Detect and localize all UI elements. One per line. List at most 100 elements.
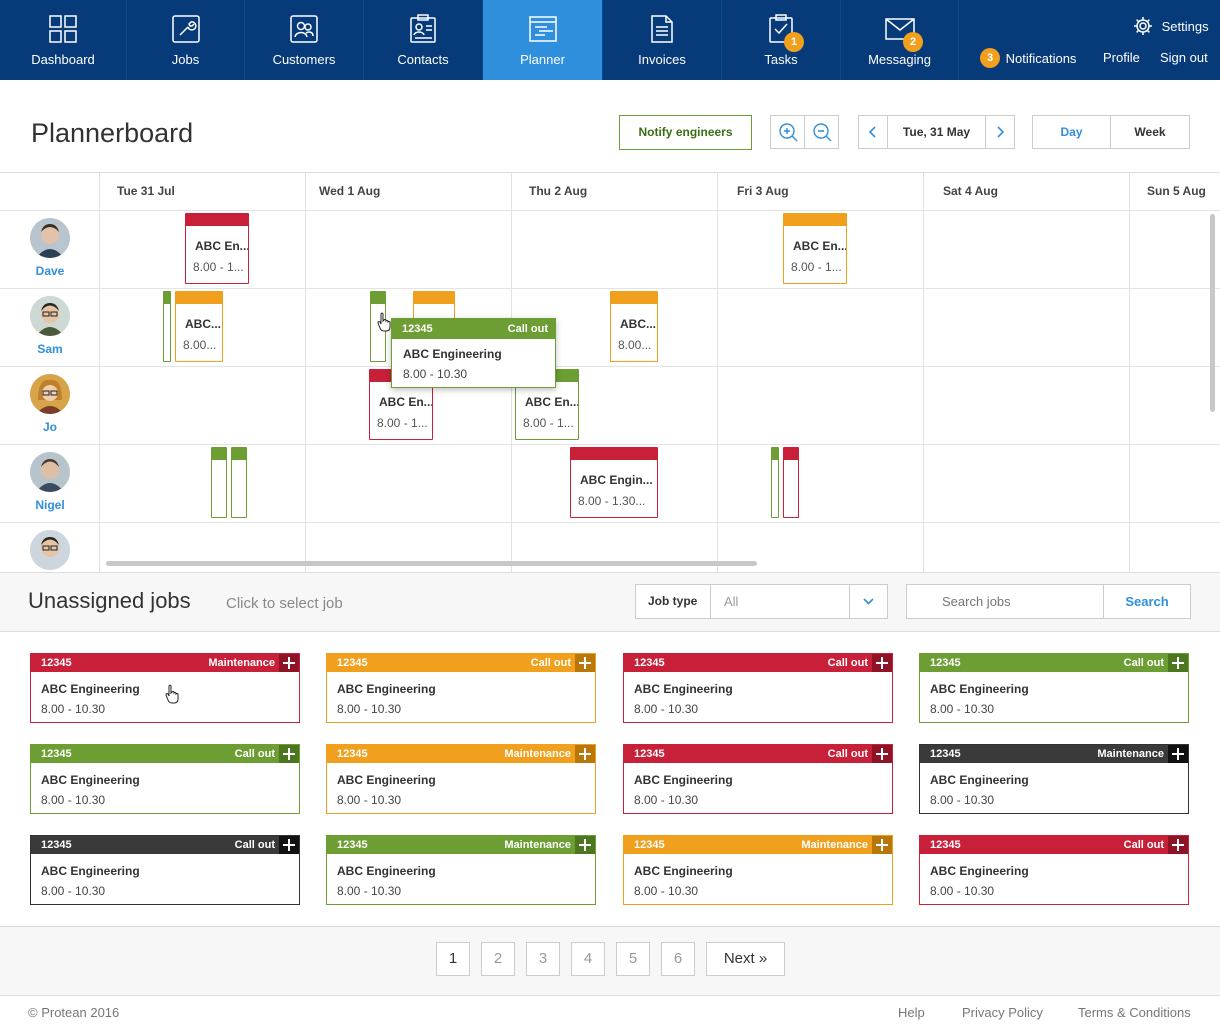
engineer-name[interactable]: Dave: [35, 264, 65, 278]
help-link[interactable]: Help: [898, 1005, 925, 1020]
job-number: 12345: [930, 657, 961, 669]
job-time: 8.00 - 10.30: [41, 702, 106, 716]
terms-link[interactable]: Terms & Conditions: [1078, 1005, 1191, 1020]
planner-job[interactable]: ABC En... 8.00 - 1...: [185, 213, 249, 284]
add-icon[interactable]: [1168, 836, 1188, 854]
add-icon[interactable]: [872, 654, 892, 672]
planner-job[interactable]: [163, 291, 171, 362]
job-card[interactable]: 12345 Call out ABC Engineering 8.00 - 10.30: [623, 744, 893, 814]
popup-number: 12345: [402, 323, 433, 335]
grid-line: [0, 522, 1220, 523]
add-icon[interactable]: [1168, 745, 1188, 763]
next-page-button[interactable]: Next »: [706, 942, 785, 976]
engineer-name[interactable]: Nigel: [35, 498, 65, 512]
day-header: Sun 5 Aug: [1147, 184, 1206, 198]
search-button[interactable]: Search: [1103, 584, 1191, 619]
popup-time: 8.00 - 10.30: [403, 367, 468, 381]
job-type: Maintenance: [1097, 748, 1164, 760]
page-6-button[interactable]: 6: [661, 942, 695, 976]
job-card-header: 12345 Maintenance: [920, 745, 1188, 763]
day-header: Thu 2 Aug: [529, 184, 588, 198]
page-2-button[interactable]: 2: [481, 942, 515, 976]
nav-label: Invoices: [638, 52, 686, 67]
planner-job[interactable]: [211, 447, 227, 518]
horizontal-scrollbar[interactable]: [106, 561, 757, 566]
privacy-link[interactable]: Privacy Policy: [962, 1005, 1043, 1020]
page-5-button[interactable]: 5: [616, 942, 650, 976]
job-type: Call out: [234, 748, 275, 760]
add-icon[interactable]: [279, 745, 299, 763]
day-view-button[interactable]: Day: [1032, 115, 1111, 149]
add-icon[interactable]: [279, 836, 299, 854]
nav-customers[interactable]: Customers: [245, 0, 364, 80]
nav-label: Jobs: [171, 52, 200, 67]
popup-header: 12345 Call out: [392, 319, 555, 339]
page-1-button[interactable]: 1: [436, 942, 470, 976]
nav-tasks[interactable]: 1 Tasks: [722, 0, 841, 80]
job-card-header: 12345 Call out: [31, 745, 299, 763]
job-card[interactable]: 12345 Maintenance ABC Engineering 8.00 - 10…: [326, 835, 596, 905]
job-number: 12345: [634, 839, 665, 851]
job-title: ABC En...: [195, 239, 249, 253]
add-icon[interactable]: [872, 745, 892, 763]
job-card[interactable]: 12345 Maintenance ABC Engineering 8.00 - 10…: [623, 835, 893, 905]
grid-line: [1129, 173, 1130, 572]
zoom-in-button[interactable]: [770, 115, 805, 149]
job-name: ABC Engineering: [930, 773, 1029, 787]
nav-planner[interactable]: Planner: [483, 0, 603, 80]
job-number: 12345: [41, 748, 72, 760]
job-time: 8.00 - 10.30: [930, 884, 995, 898]
job-card[interactable]: 12345 Call out ABC Engineering 8.00 - 10.30: [30, 835, 300, 905]
planner-job[interactable]: ABC Engin... 8.00 - 1.30...: [570, 447, 658, 518]
job-card[interactable]: 12345 Maintenance ABC Engineering 8.00 - 10…: [919, 744, 1189, 814]
job-time: 8.00 - 10.30: [634, 702, 699, 716]
notifications-link[interactable]: 3 Notifications: [980, 48, 1076, 68]
prev-date-button[interactable]: [858, 115, 888, 149]
job-card-header: 12345 Maintenance: [624, 836, 892, 854]
job-card[interactable]: 12345 Call out ABC Engineering 8.00 - 10.30: [30, 744, 300, 814]
planner-job[interactable]: [771, 447, 779, 518]
job-card[interactable]: 12345 Call out ABC Engineering 8.00 - 10.30: [919, 835, 1189, 905]
add-icon[interactable]: [575, 654, 595, 672]
add-icon[interactable]: [575, 836, 595, 854]
vertical-scrollbar[interactable]: [1210, 214, 1215, 412]
planner-job[interactable]: [783, 447, 799, 518]
search-input[interactable]: [906, 584, 1104, 619]
job-type: Call out: [234, 839, 275, 851]
nav-messaging[interactable]: 2 Messaging: [841, 0, 959, 80]
signout-link[interactable]: Sign out: [1160, 50, 1208, 65]
nav-jobs[interactable]: Jobs: [127, 0, 245, 80]
job-card[interactable]: 12345 Call out ABC Engineering 8.00 - 10.30: [919, 653, 1189, 723]
nav-dashboard[interactable]: Dashboard: [0, 0, 127, 80]
page-4-button[interactable]: 4: [571, 942, 605, 976]
settings-link[interactable]: Settings: [1133, 16, 1209, 36]
add-icon[interactable]: [279, 654, 299, 672]
add-icon[interactable]: [575, 745, 595, 763]
planner-job[interactable]: ABC... 8.00...: [175, 291, 223, 362]
zoom-out-button[interactable]: [804, 115, 839, 149]
job-card[interactable]: 12345 Call out ABC Engineering 8.00 - 10.30: [326, 653, 596, 723]
add-icon[interactable]: [1168, 654, 1188, 672]
job-type-select[interactable]: All: [710, 584, 888, 619]
job-card[interactable]: 12345 Maintenance ABC Engineering 8.00 - 10…: [326, 744, 596, 814]
profile-link[interactable]: Profile: [1103, 50, 1140, 65]
engineer-name[interactable]: Jo: [42, 420, 57, 434]
nav-contacts[interactable]: Contacts: [364, 0, 483, 80]
job-card[interactable]: 12345 Maintenance ABC Engineering 8.00 - 10…: [30, 653, 300, 723]
engineer-name[interactable]: Sam: [37, 342, 63, 356]
week-view-button[interactable]: Week: [1110, 115, 1190, 149]
notify-engineers-button[interactable]: Notify engineers: [619, 115, 752, 150]
job-number: 12345: [41, 839, 72, 851]
page-3-button[interactable]: 3: [526, 942, 560, 976]
next-date-button[interactable]: [985, 115, 1015, 149]
nav-invoices[interactable]: Invoices: [603, 0, 722, 80]
job-type: Maintenance: [801, 839, 868, 851]
job-time: 8.00 - 10.30: [930, 702, 995, 716]
planner-job[interactable]: ABC En... 8.00 - 1...: [783, 213, 847, 284]
planner-job[interactable]: [231, 447, 247, 518]
page-title: Plannerboard: [31, 118, 194, 148]
nav-label: Dashboard: [31, 52, 95, 67]
add-icon[interactable]: [872, 836, 892, 854]
planner-job[interactable]: ABC... 8.00...: [610, 291, 658, 362]
job-card[interactable]: 12345 Call out ABC Engineering 8.00 - 10.30: [623, 653, 893, 723]
